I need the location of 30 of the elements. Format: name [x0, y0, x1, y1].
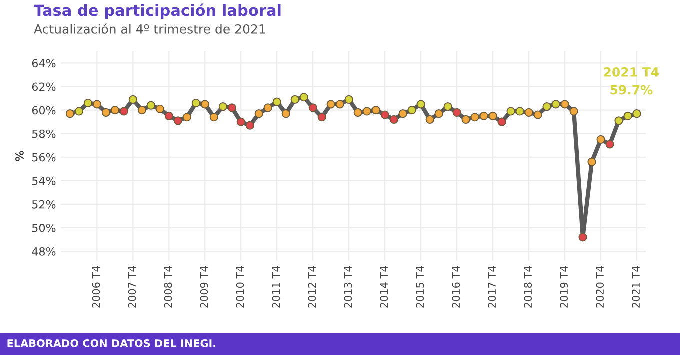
y-tick-label: 52% — [32, 200, 56, 209]
x-tick-label: 2020 T4 — [596, 266, 604, 308]
y-tick-label: 64% — [32, 59, 56, 68]
x-tick-label: 2017 T4 — [488, 266, 496, 308]
chart-title: Tasa de participación laboral — [34, 4, 281, 20]
x-tick-label: 2018 T4 — [524, 266, 532, 308]
x-tick-label: 2008 T4 — [164, 266, 172, 308]
y-tick-label: 54% — [32, 176, 56, 186]
y-tick-label: 48% — [32, 247, 56, 256]
chart-subtitle: Actualización al 4º trimestre de 2021 — [34, 24, 266, 34]
y-tick-label: 50% — [32, 224, 56, 232]
x-tick-label: 2019 T4 — [560, 266, 568, 308]
x-tick-label: 2007 T4 — [128, 266, 136, 308]
x-tick-label: 2012 T4 — [308, 266, 316, 308]
x-tick-label: 2009 T4 — [200, 266, 208, 308]
y-tick-label: 58% — [32, 130, 56, 138]
x-tick-label: 2021 T4 — [632, 266, 640, 308]
x-tick-label: 2016 T4 — [452, 266, 460, 308]
text: ELABORADO CON DATOS DEL INEGI. — [8, 339, 216, 348]
x-tick-label: 2013 T4 — [344, 266, 352, 308]
x-tick-label: 2014 T4 — [380, 266, 388, 308]
x-tick-label: 2010 T4 — [236, 266, 244, 308]
y-tick-label: 60% — [32, 106, 56, 115]
x-tick-label: 2006 T4 — [92, 266, 100, 308]
y-tick-label: 62% — [32, 82, 56, 92]
y-tick-label: 56% — [32, 153, 56, 162]
x-tick-label: 2015 T4 — [416, 266, 424, 308]
x-tick-label: 2011 T4 — [272, 266, 280, 308]
annotation: 2021 T4 59.7% — [604, 68, 660, 95]
y-axis-title: % — [16, 150, 24, 162]
